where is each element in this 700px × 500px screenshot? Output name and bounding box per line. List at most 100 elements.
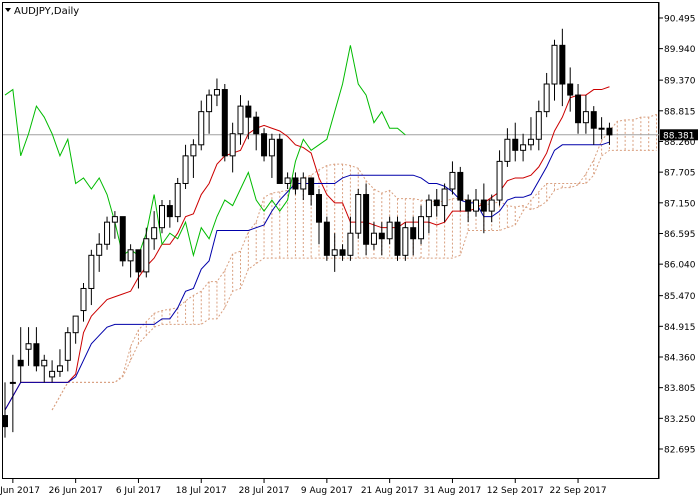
y-tick-label: 86.040 bbox=[664, 261, 696, 271]
chart-title: AUDJPY,Daily bbox=[5, 6, 79, 17]
symbol-label: AUDJPY,Daily bbox=[14, 6, 79, 17]
candle-body bbox=[135, 249, 142, 273]
chikou-line bbox=[4, 45, 406, 258]
candle-body bbox=[198, 111, 205, 146]
candle bbox=[159, 200, 165, 234]
candle bbox=[206, 89, 213, 134]
candle-body bbox=[190, 144, 197, 157]
candle-body bbox=[386, 221, 393, 240]
candle bbox=[504, 128, 511, 167]
x-tick-label: 21 Aug 2017 bbox=[361, 486, 419, 496]
current-price-badge: 88.381 bbox=[660, 129, 698, 141]
candle-body bbox=[378, 232, 385, 240]
candle-body bbox=[488, 199, 495, 212]
candle bbox=[143, 227, 150, 278]
candle bbox=[370, 222, 377, 250]
candle-body bbox=[598, 127, 605, 130]
candle bbox=[96, 233, 103, 272]
candle bbox=[237, 95, 244, 145]
candle-body bbox=[551, 44, 558, 85]
candle-body bbox=[331, 249, 338, 256]
candle-body bbox=[119, 216, 126, 262]
candle-body bbox=[245, 105, 252, 118]
candle-body bbox=[465, 199, 472, 212]
candle-body bbox=[88, 254, 95, 289]
candle-body bbox=[261, 133, 268, 157]
y-tick-label: 90.495 bbox=[664, 14, 696, 24]
candle-body bbox=[253, 116, 260, 135]
candle-body bbox=[80, 287, 87, 312]
candle-body bbox=[300, 177, 307, 190]
candle-body bbox=[590, 111, 597, 129]
x-tick-label: 22 Sep 2017 bbox=[550, 486, 607, 496]
y-tick-label: 89.370 bbox=[664, 77, 696, 87]
candle bbox=[276, 133, 283, 184]
candle-body bbox=[347, 232, 354, 256]
candle bbox=[300, 172, 307, 201]
candle-body bbox=[49, 370, 56, 378]
y-tick-label: 87.150 bbox=[664, 199, 696, 209]
candle bbox=[25, 327, 32, 366]
candle bbox=[418, 205, 425, 245]
candle-body bbox=[206, 94, 213, 113]
candle bbox=[567, 67, 574, 112]
candle-body bbox=[96, 243, 103, 256]
candle bbox=[268, 133, 275, 178]
candle bbox=[339, 244, 346, 261]
time-axis: 14 Jun 2017 26 Jun 2017 6 Jul 2017 18 Jul 2… bbox=[0, 479, 607, 496]
candle bbox=[323, 216, 330, 261]
candle bbox=[213, 78, 220, 107]
candle-body bbox=[457, 171, 464, 201]
y-tick-label: 84.360 bbox=[664, 353, 696, 363]
candle bbox=[410, 216, 417, 256]
candle-body bbox=[441, 188, 448, 207]
candle-body bbox=[104, 221, 111, 245]
y-tick-label: 86.595 bbox=[664, 230, 696, 240]
candle-body bbox=[41, 359, 48, 367]
candle-body bbox=[25, 343, 32, 350]
kijun-line bbox=[4, 141, 610, 411]
candle bbox=[261, 128, 268, 162]
candle-body bbox=[229, 133, 236, 157]
candle-body bbox=[182, 155, 189, 184]
y-tick-label: 83.805 bbox=[664, 384, 696, 394]
candle bbox=[284, 172, 291, 190]
candle-body bbox=[221, 89, 228, 157]
candle-body bbox=[237, 105, 244, 135]
candle bbox=[347, 216, 354, 261]
candle-body bbox=[418, 216, 425, 240]
candle bbox=[598, 117, 605, 140]
candle-body bbox=[316, 194, 322, 223]
candle-body bbox=[370, 232, 377, 245]
candle-body bbox=[473, 199, 479, 212]
candle-body bbox=[151, 227, 158, 240]
candle-body bbox=[582, 111, 589, 124]
candle bbox=[512, 122, 519, 162]
candle-body bbox=[606, 127, 613, 136]
candle bbox=[2, 382, 8, 438]
candle bbox=[229, 122, 236, 173]
candle bbox=[253, 111, 260, 151]
candle-body bbox=[159, 205, 165, 229]
candle bbox=[190, 139, 197, 178]
candle bbox=[41, 354, 48, 383]
x-tick-label: 6 Jul 2017 bbox=[116, 486, 161, 496]
candle bbox=[135, 249, 142, 289]
candle bbox=[119, 216, 126, 267]
x-tick-label: 18 Jul 2017 bbox=[176, 486, 227, 496]
x-tick-label: 26 Jun 2017 bbox=[49, 486, 103, 496]
candle-body bbox=[504, 138, 511, 162]
candle bbox=[49, 360, 56, 383]
candle-body bbox=[64, 332, 71, 361]
candle-body bbox=[323, 221, 330, 256]
tenkan-line bbox=[4, 86, 610, 411]
candle bbox=[582, 95, 589, 134]
candle bbox=[88, 249, 95, 306]
candle bbox=[308, 177, 315, 206]
candle bbox=[355, 189, 362, 239]
y-tick-label: 88.260 bbox=[664, 138, 696, 148]
candle bbox=[174, 177, 181, 223]
candle-body bbox=[425, 199, 432, 218]
candle bbox=[394, 216, 401, 261]
